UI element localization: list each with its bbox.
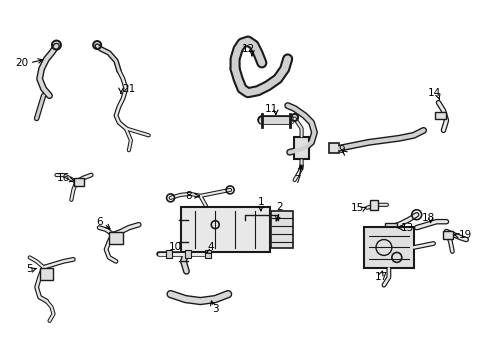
Text: 15: 15 xyxy=(350,203,364,213)
Text: 11: 11 xyxy=(265,104,278,113)
Text: 14: 14 xyxy=(428,88,441,98)
Text: 5: 5 xyxy=(26,264,33,274)
Text: 6: 6 xyxy=(96,217,102,227)
Text: 3: 3 xyxy=(212,304,219,314)
Text: 20: 20 xyxy=(15,58,28,68)
Bar xyxy=(109,231,123,243)
Text: 7: 7 xyxy=(294,175,301,185)
Bar xyxy=(435,112,446,120)
Bar xyxy=(329,143,339,153)
Bar xyxy=(185,251,192,258)
Text: 19: 19 xyxy=(458,230,471,239)
Text: 17: 17 xyxy=(374,272,388,282)
Bar xyxy=(180,207,270,252)
Text: 13: 13 xyxy=(401,222,414,233)
Text: 1: 1 xyxy=(258,197,264,207)
Text: 9: 9 xyxy=(338,145,344,155)
Bar xyxy=(205,251,211,258)
Bar xyxy=(364,227,414,268)
Text: 18: 18 xyxy=(422,213,435,223)
Text: 2: 2 xyxy=(276,202,283,212)
Text: 16: 16 xyxy=(57,173,70,183)
Bar xyxy=(166,251,171,258)
Bar xyxy=(271,211,293,248)
Bar xyxy=(294,137,310,159)
Text: 4: 4 xyxy=(207,243,214,252)
Bar xyxy=(385,223,397,233)
Text: 8: 8 xyxy=(185,191,192,201)
Text: 21: 21 xyxy=(122,84,136,94)
Bar xyxy=(443,231,453,239)
Bar xyxy=(370,200,378,210)
Text: 12: 12 xyxy=(242,44,255,54)
Text: 10: 10 xyxy=(169,243,182,252)
Bar xyxy=(74,178,84,186)
Bar xyxy=(40,268,53,280)
